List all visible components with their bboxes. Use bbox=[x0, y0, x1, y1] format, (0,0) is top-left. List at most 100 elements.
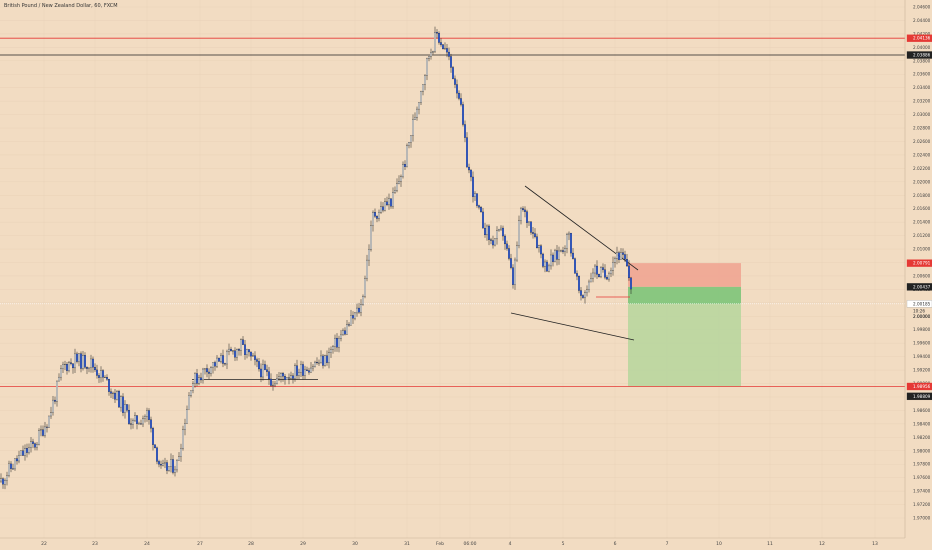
candle-body bbox=[344, 330, 346, 335]
candle-body bbox=[434, 32, 436, 52]
candle-body bbox=[624, 254, 626, 260]
x-tick-label: 5 bbox=[562, 541, 565, 547]
candle-body bbox=[126, 404, 128, 411]
price-badge bbox=[906, 283, 932, 291]
price-badge-label: 1.98809 bbox=[913, 394, 931, 399]
candle-body bbox=[450, 56, 452, 68]
y-tick-label: 1.97200 bbox=[913, 502, 931, 507]
price-badge-label: 2.00791 bbox=[913, 261, 931, 266]
candle-body bbox=[598, 274, 600, 278]
candle-body bbox=[34, 443, 36, 448]
price-badge bbox=[906, 392, 932, 401]
candle-body bbox=[360, 304, 362, 313]
candle-body bbox=[36, 444, 38, 448]
candle-body bbox=[432, 51, 434, 53]
price-badge-label: 2.03886 bbox=[913, 53, 931, 58]
candle-body bbox=[524, 209, 526, 212]
candle-body bbox=[536, 236, 538, 249]
candle-body bbox=[8, 463, 10, 476]
candle-body bbox=[0, 478, 2, 482]
candle-body bbox=[506, 243, 508, 249]
y-tick-label: 1.98200 bbox=[913, 435, 931, 440]
x-tick-label: 4 bbox=[509, 541, 512, 547]
y-tick-label: 2.04400 bbox=[913, 18, 931, 23]
candle-body bbox=[30, 441, 32, 448]
candle-body bbox=[112, 392, 114, 394]
candle-body bbox=[374, 212, 376, 217]
candle-body bbox=[206, 368, 208, 373]
y-tick-label: 1.99600 bbox=[913, 341, 931, 346]
candle-body bbox=[86, 367, 88, 369]
candle-body bbox=[10, 463, 12, 469]
candle-body bbox=[106, 377, 108, 380]
candle-body bbox=[14, 458, 16, 470]
candle-body bbox=[68, 362, 70, 371]
candle-body bbox=[440, 42, 442, 45]
candle-body bbox=[252, 355, 254, 357]
y-tick-label: 2.02800 bbox=[913, 126, 931, 131]
candle-body bbox=[312, 366, 314, 369]
candle-body bbox=[218, 357, 220, 362]
candle-body bbox=[184, 423, 186, 430]
candle-body bbox=[514, 259, 516, 285]
candle-body bbox=[300, 364, 302, 373]
candle-body bbox=[298, 372, 300, 376]
candle-body bbox=[586, 289, 588, 293]
candle-body bbox=[540, 245, 542, 255]
y-tick-label: 1.99400 bbox=[913, 354, 931, 359]
candle-body bbox=[538, 245, 540, 249]
candle-body bbox=[38, 430, 40, 445]
price-badge bbox=[906, 382, 932, 391]
candle-body bbox=[294, 365, 296, 379]
candle-body bbox=[394, 190, 396, 193]
price-badge bbox=[906, 300, 932, 308]
candle-body bbox=[470, 169, 472, 178]
candle-body bbox=[496, 230, 498, 240]
candle-body bbox=[176, 460, 178, 471]
candle-body bbox=[370, 225, 372, 250]
candle-body bbox=[580, 290, 582, 296]
candle-body bbox=[208, 371, 210, 374]
candle-body bbox=[426, 58, 428, 76]
candle-body bbox=[230, 348, 232, 352]
candle-body bbox=[98, 375, 100, 378]
candle-body bbox=[466, 137, 468, 168]
candle-body bbox=[6, 475, 8, 481]
candle-body bbox=[584, 292, 586, 298]
candle-body bbox=[50, 412, 52, 417]
y-tick-label: 1.99200 bbox=[913, 368, 931, 373]
candle-body bbox=[24, 448, 26, 456]
candle-body bbox=[244, 344, 246, 355]
candle-body bbox=[542, 253, 544, 267]
candle-body bbox=[276, 378, 278, 385]
candle-body bbox=[256, 359, 258, 362]
candle-body bbox=[564, 248, 566, 252]
candle-body bbox=[462, 104, 464, 125]
candle-body bbox=[12, 468, 14, 470]
x-tick-label: Feb bbox=[436, 541, 444, 547]
candle-body bbox=[146, 410, 148, 417]
y-tick-label: 2.02600 bbox=[913, 139, 931, 144]
candle-body bbox=[500, 227, 502, 230]
y-tick-label: 1.97000 bbox=[913, 516, 931, 521]
y-tick-label: 2.02400 bbox=[913, 152, 931, 157]
candle-body bbox=[316, 361, 318, 364]
y-tick-label: 2.01800 bbox=[913, 193, 931, 198]
candle-body bbox=[172, 459, 174, 473]
stop-loss-zone bbox=[628, 263, 741, 287]
candle-body bbox=[338, 338, 340, 348]
price-extra-label: 2.00000 bbox=[913, 314, 931, 319]
candle-body bbox=[138, 423, 140, 425]
candle-body bbox=[530, 221, 532, 233]
candle-body bbox=[350, 315, 352, 326]
candle-body bbox=[366, 259, 368, 279]
x-tick-label: 24 bbox=[144, 541, 150, 547]
candle-body bbox=[484, 227, 486, 236]
candle-body bbox=[178, 456, 180, 461]
candle-body bbox=[26, 448, 28, 453]
candle-body bbox=[518, 220, 520, 246]
candle-body bbox=[602, 267, 604, 270]
candle-body bbox=[488, 225, 490, 240]
candle-body bbox=[408, 142, 410, 146]
